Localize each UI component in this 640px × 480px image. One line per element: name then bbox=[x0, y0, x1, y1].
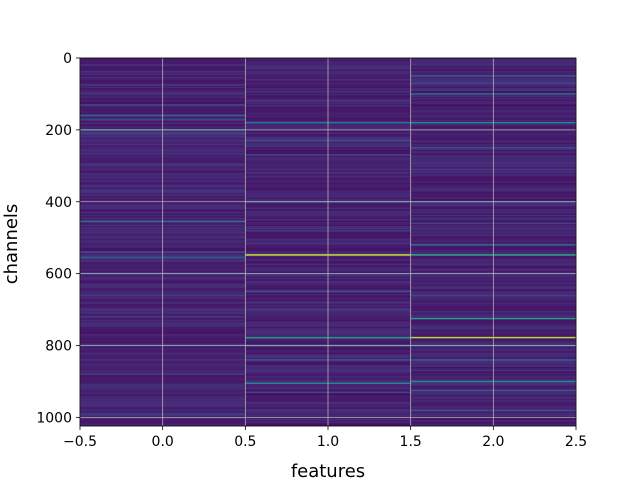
x-axis: −0.5 0.0 0.5 1.0 1.5 2.0 2.5 bbox=[63, 426, 587, 450]
y-tick-label: 0 bbox=[63, 51, 72, 67]
y-axis: 0 200 400 600 800 1000 bbox=[36, 51, 80, 426]
x-tick-label: 1.0 bbox=[317, 434, 339, 450]
x-axis-label: features bbox=[291, 461, 365, 480]
y-tick-label: 800 bbox=[45, 339, 72, 355]
x-tick-label: 0.5 bbox=[234, 434, 256, 450]
x-tick-label: −0.5 bbox=[63, 434, 97, 450]
x-tick-label: 2.5 bbox=[565, 434, 587, 450]
x-tick-label: 2.0 bbox=[482, 434, 504, 450]
y-tick-label: 400 bbox=[45, 195, 72, 211]
y-tick-label: 600 bbox=[45, 267, 72, 283]
y-tick-label: 1000 bbox=[36, 410, 72, 426]
x-tick-label: 1.5 bbox=[400, 434, 422, 450]
y-axis-label: channels bbox=[1, 204, 22, 285]
y-tick-label: 200 bbox=[45, 123, 72, 139]
x-tick-label: 0.0 bbox=[152, 434, 174, 450]
